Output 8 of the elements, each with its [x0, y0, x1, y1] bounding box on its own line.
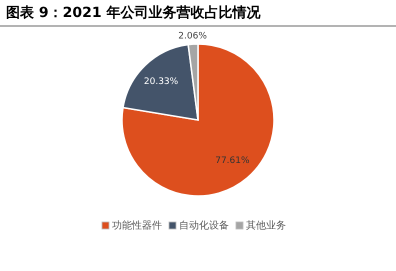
- chart-title: 图表 9：2021 年公司业务营收占比情况: [6, 5, 262, 21]
- legend-label: 自动化设备: [179, 220, 229, 232]
- legend-label: 功能性器件: [112, 220, 162, 232]
- pie-slice: [121, 43, 275, 197]
- data-label: 2.06%: [178, 32, 208, 42]
- data-label: 20.33%: [144, 77, 179, 88]
- legend-label: 其他业务: [246, 220, 286, 232]
- data-label: 77.61%: [215, 156, 250, 166]
